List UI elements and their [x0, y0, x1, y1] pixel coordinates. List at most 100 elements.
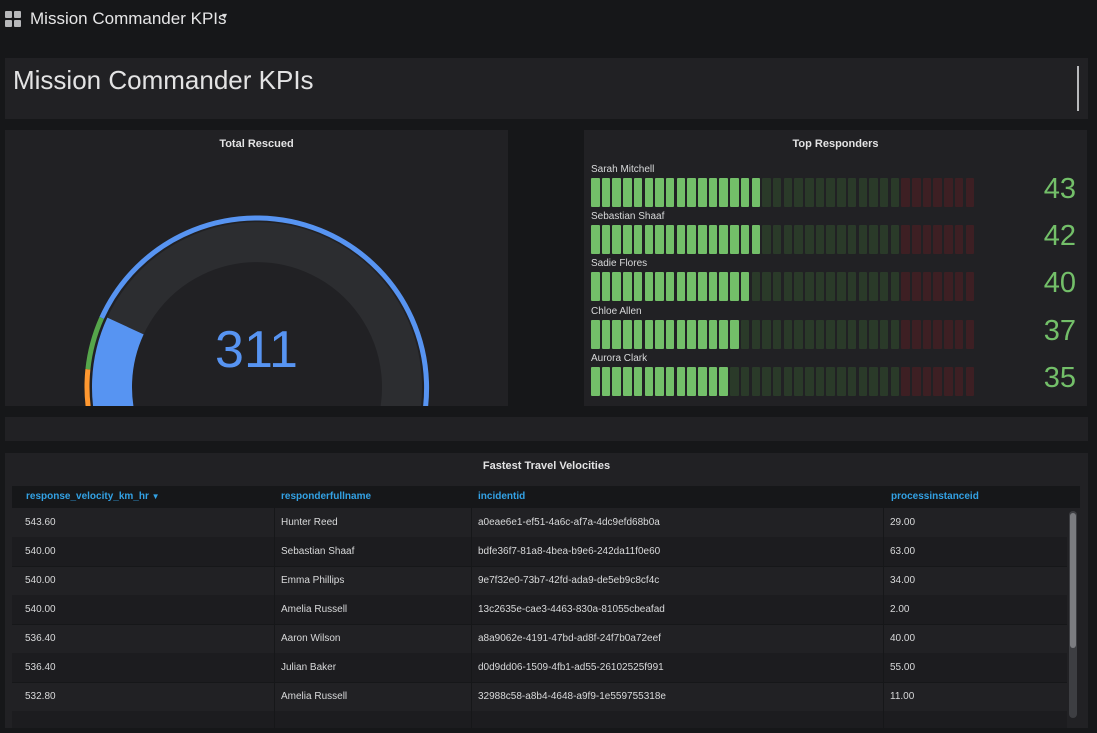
bar-cell — [730, 272, 739, 301]
bar-cell — [772, 367, 782, 396]
bar-cell — [633, 367, 643, 396]
bar-cell — [708, 320, 718, 349]
bar-cell — [869, 272, 878, 301]
table-row[interactable]: 540.00 Sebastian Shaaf bdfe36f7-81a8-4bea-… — [12, 537, 1067, 567]
bar-cell — [826, 367, 835, 396]
bar-cell — [591, 178, 600, 207]
bar-cell — [922, 367, 932, 396]
grid-icon[interactable] — [5, 11, 21, 27]
bar-cell — [601, 367, 611, 396]
bar-cell — [623, 178, 632, 207]
gauge-value: 311 — [215, 321, 298, 379]
bar-cell — [869, 178, 878, 207]
bar-cell — [890, 367, 900, 396]
bar-cell — [847, 225, 857, 254]
bar-cell — [751, 178, 761, 207]
table-row[interactable]: 536.40 Julian Baker d0d9dd06-1509-4fb1-ad5… — [12, 653, 1067, 683]
responder-bar-gauge — [591, 320, 977, 349]
scrollbar-thumb[interactable] — [1070, 513, 1076, 648]
bar-cell — [879, 178, 889, 207]
responder-bar-gauge — [591, 178, 977, 207]
bar-cell — [858, 272, 868, 301]
table-row[interactable]: 540.00 Amelia Russell 13c2635e-cae3-4463-8… — [12, 595, 1067, 625]
bar-cell — [805, 178, 814, 207]
table-cell-responderfullname: Emma Phillips — [274, 566, 471, 595]
bar-cell — [612, 272, 621, 301]
bar-cell — [601, 178, 611, 207]
table-cell-processinstanceid: 63.00 — [883, 537, 1067, 566]
dashboard-title[interactable]: Mission Commander KPIs — [30, 9, 227, 28]
caret-down-icon[interactable]: ▾ — [222, 11, 228, 22]
bar-cell — [933, 178, 942, 207]
bar-cell — [901, 178, 910, 207]
bar-cell — [858, 225, 868, 254]
bar-cell — [879, 225, 889, 254]
bar-cell — [954, 367, 964, 396]
table-cell-incidentid: bdfe36f7-81a8-4bea-b9e6-242da11f0e60 — [471, 537, 883, 566]
bar-cell — [762, 272, 771, 301]
column-header-incidentid[interactable]: incidentid — [478, 491, 526, 502]
bar-cell — [676, 320, 686, 349]
table-row[interactable] — [12, 711, 1067, 728]
panel-resize-handle[interactable] — [1077, 66, 1079, 111]
panel-title[interactable]: Fastest Travel Velocities — [482, 460, 611, 472]
responder-value: 40 — [1043, 267, 1076, 299]
bar-cell — [847, 178, 857, 207]
bar-cell — [772, 320, 782, 349]
bar-cell — [858, 367, 868, 396]
column-header-responder[interactable]: responderfullname — [281, 491, 372, 502]
table-row[interactable]: 540.00 Emma Phillips 9e7f32e0-73b7-42fd-ad… — [12, 566, 1067, 596]
bar-cell — [708, 178, 718, 207]
bar-cell — [740, 320, 750, 349]
bar-cell — [665, 225, 675, 254]
threshold-band-green — [85, 316, 104, 370]
bar-cell — [698, 367, 707, 396]
table-cell-incidentid: a0eae6e1-ef51-4a6c-af7a-4dc9efd68b0a — [471, 508, 883, 537]
bar-cell — [644, 272, 654, 301]
bar-cell — [954, 225, 964, 254]
table-row[interactable]: 532.80 Amelia Russell 32988c58-a8b4-4648-a… — [12, 682, 1067, 712]
top-bar: Mission Commander KPIs ▾ — [0, 0, 1097, 40]
bar-cell — [826, 272, 835, 301]
column-header-processinstanceid[interactable]: processinstanceid — [891, 491, 979, 502]
bar-cell — [783, 367, 793, 396]
table-cell-response_velocity_km_hr: 536.40 — [25, 633, 56, 644]
bar-cell — [922, 178, 932, 207]
bar-cell — [901, 367, 910, 396]
bar-cell — [708, 272, 718, 301]
table-row[interactable]: 543.60 Hunter Reed a0eae6e1-ef51-4a6c-af7a… — [12, 508, 1067, 538]
bar-cell — [965, 320, 975, 349]
panel-title[interactable]: Total Rescued — [219, 138, 294, 150]
dashboard-row[interactable] — [5, 417, 1088, 441]
responder-name: Sarah Mitchell — [591, 164, 655, 175]
bar-cell — [591, 320, 600, 349]
bar-cell — [815, 367, 825, 396]
bar-cell — [847, 367, 857, 396]
bar-cell — [901, 272, 910, 301]
bar-cell — [869, 367, 878, 396]
column-header-velocity[interactable]: response_velocity_km_hr ▼ — [26, 491, 160, 502]
bar-cell — [676, 225, 686, 254]
bar-cell — [687, 367, 696, 396]
bar-cell — [869, 225, 878, 254]
sort-desc-icon[interactable]: ▼ — [151, 492, 160, 501]
table-cell-response_velocity_km_hr — [19, 711, 274, 728]
bar-cell — [623, 367, 632, 396]
bar-cell — [633, 225, 643, 254]
bar-cell — [687, 320, 696, 349]
bar-cell — [762, 225, 771, 254]
bar-cell — [698, 320, 707, 349]
bar-cell — [901, 320, 910, 349]
bar-cell — [698, 178, 707, 207]
panel-title[interactable]: Top Responders — [792, 138, 879, 150]
table-cell-incidentid: d0d9dd06-1509-4fb1-ad55-26102525f991 — [471, 653, 883, 682]
bar-cell — [794, 320, 803, 349]
table-row[interactable]: 536.40 Aaron Wilson a8a9062e-4191-47bd-ad8… — [12, 624, 1067, 654]
bar-cell — [719, 272, 728, 301]
table-scrollbar[interactable] — [1069, 511, 1077, 718]
fastest-velocities-panel: Fastest Travel Velocities response_veloc… — [5, 453, 1088, 728]
bar-cell — [762, 367, 771, 396]
bar-cell — [912, 178, 921, 207]
bar-cell — [762, 178, 771, 207]
bar-cell — [751, 225, 761, 254]
